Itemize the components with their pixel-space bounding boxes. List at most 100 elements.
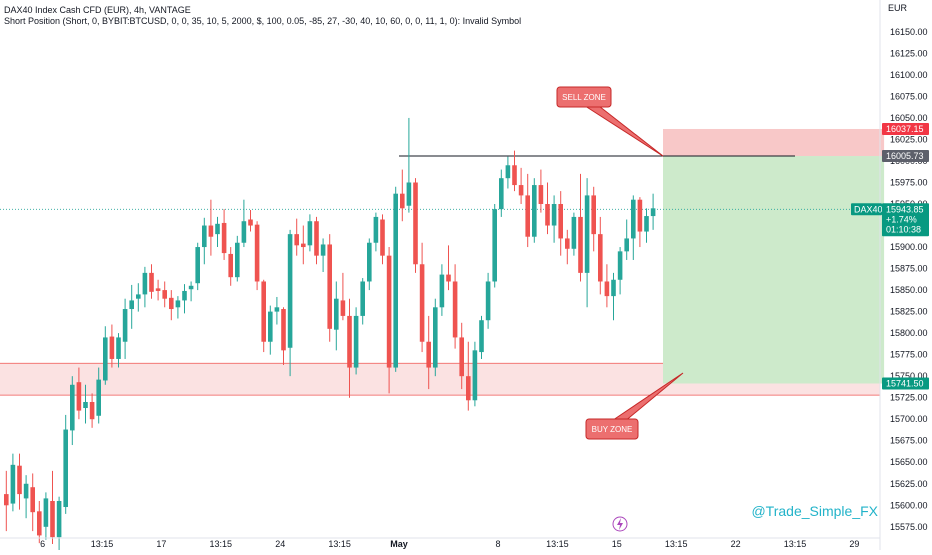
candle[interactable] <box>611 272 616 321</box>
candle[interactable] <box>571 212 577 256</box>
candle[interactable] <box>347 298 352 398</box>
candle[interactable] <box>175 296 181 319</box>
take-profit-zone[interactable] <box>663 156 885 384</box>
candle[interactable] <box>96 367 101 424</box>
candle[interactable] <box>637 197 643 248</box>
candle[interactable] <box>122 298 128 359</box>
candle[interactable] <box>83 384 88 424</box>
flash-icon[interactable] <box>612 516 628 532</box>
candle[interactable] <box>406 117 412 213</box>
candle[interactable] <box>287 229 293 377</box>
candle[interactable] <box>17 453 22 510</box>
candle[interactable] <box>136 283 141 312</box>
candle[interactable] <box>340 272 346 321</box>
candle[interactable] <box>162 281 167 308</box>
candle[interactable] <box>221 209 227 260</box>
stop-loss-zone[interactable] <box>663 128 885 157</box>
candle[interactable] <box>327 234 332 342</box>
indicator-legend[interactable]: Short Position (Short, 0, BYBIT:BTCUSD, … <box>4 16 522 26</box>
candle[interactable] <box>248 210 253 232</box>
sell-zone-callout[interactable]: SELL ZONE <box>556 86 664 157</box>
candle[interactable] <box>644 208 649 243</box>
candle[interactable] <box>76 367 82 420</box>
candle[interactable] <box>301 225 306 265</box>
candle[interactable] <box>426 315 431 390</box>
candle[interactable] <box>320 238 326 273</box>
candle[interactable] <box>43 492 49 540</box>
candle[interactable] <box>459 322 464 390</box>
buy-zone-callout[interactable]: BUY ZONE <box>585 372 684 440</box>
candle[interactable] <box>109 324 115 368</box>
candle[interactable] <box>367 238 372 291</box>
candle[interactable] <box>56 496 62 553</box>
candle[interactable] <box>169 290 174 321</box>
candle[interactable] <box>188 281 194 302</box>
candle[interactable] <box>584 178 590 308</box>
candle[interactable] <box>103 326 108 385</box>
candle[interactable] <box>617 247 623 295</box>
candle[interactable] <box>604 264 610 308</box>
candle[interactable] <box>4 470 9 532</box>
candle[interactable] <box>551 195 557 243</box>
candle[interactable] <box>70 376 75 446</box>
candle[interactable] <box>472 341 478 407</box>
candle[interactable] <box>195 242 200 291</box>
candle[interactable] <box>334 281 339 351</box>
candle[interactable] <box>452 264 458 349</box>
candle[interactable] <box>89 393 95 428</box>
candle[interactable] <box>433 298 438 377</box>
candle[interactable] <box>485 272 491 329</box>
candle[interactable] <box>261 279 266 353</box>
candle[interactable] <box>446 245 451 291</box>
candle[interactable] <box>650 193 656 230</box>
candle[interactable] <box>182 284 187 314</box>
candle[interactable] <box>307 214 313 252</box>
candle[interactable] <box>525 173 530 248</box>
candle[interactable] <box>538 169 544 213</box>
candle[interactable] <box>380 214 385 265</box>
candle[interactable] <box>23 475 29 519</box>
candle[interactable] <box>532 178 537 243</box>
candle[interactable] <box>393 186 398 372</box>
candle[interactable] <box>155 279 161 301</box>
candle[interactable] <box>142 266 148 308</box>
candle[interactable] <box>149 264 154 299</box>
candle[interactable] <box>479 315 484 359</box>
candle[interactable] <box>268 305 273 355</box>
candle[interactable] <box>373 212 379 252</box>
candle[interactable] <box>202 217 207 265</box>
candle[interactable] <box>565 229 570 265</box>
candle[interactable] <box>10 453 16 512</box>
candle[interactable] <box>466 341 471 411</box>
candle[interactable] <box>37 500 42 544</box>
candle[interactable] <box>353 307 359 375</box>
candle[interactable] <box>499 169 504 217</box>
candle[interactable] <box>129 284 134 329</box>
candle[interactable] <box>215 216 220 248</box>
candle[interactable] <box>578 173 583 282</box>
candle[interactable] <box>492 204 497 288</box>
candle[interactable] <box>591 186 596 252</box>
candle[interactable] <box>254 221 260 291</box>
candle[interactable] <box>598 216 603 295</box>
candle[interactable] <box>400 169 405 222</box>
candle[interactable] <box>545 182 550 235</box>
candle[interactable] <box>281 307 286 365</box>
candle[interactable] <box>208 199 214 256</box>
candle[interactable] <box>274 296 280 325</box>
candle[interactable] <box>228 247 233 286</box>
candle[interactable] <box>439 264 445 316</box>
candle[interactable] <box>505 156 511 189</box>
candle[interactable] <box>314 216 319 265</box>
candle[interactable] <box>518 167 524 205</box>
candle[interactable] <box>413 178 418 273</box>
candle[interactable] <box>360 278 365 325</box>
candle[interactable] <box>30 473 35 532</box>
candle[interactable] <box>624 219 629 260</box>
candle[interactable] <box>512 150 517 192</box>
candle[interactable] <box>294 218 299 256</box>
candle[interactable] <box>50 470 55 545</box>
candle[interactable] <box>235 235 240 282</box>
candle[interactable] <box>558 191 563 256</box>
